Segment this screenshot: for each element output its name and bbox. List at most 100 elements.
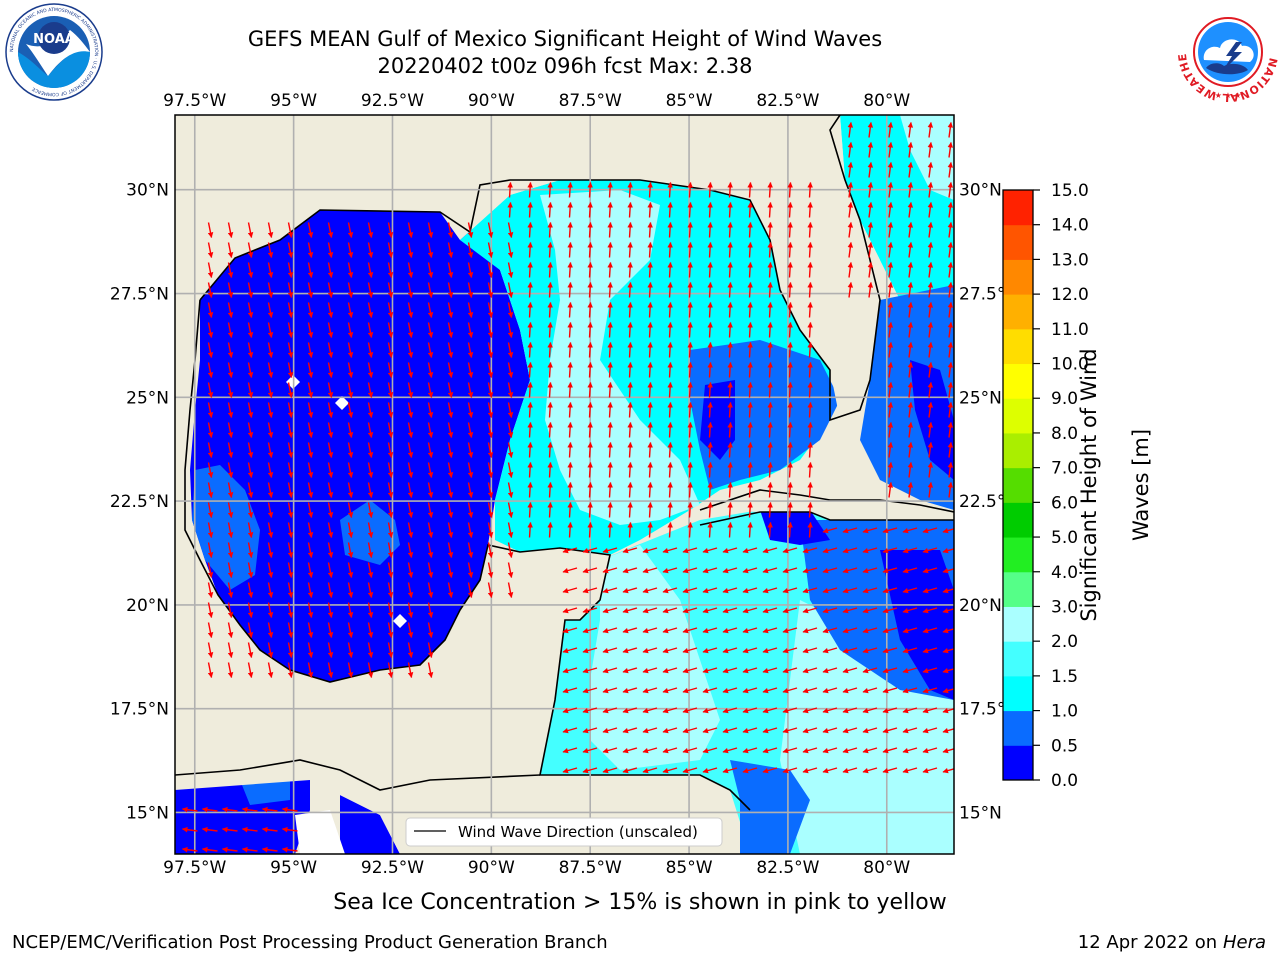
wave-arrow [622, 687, 638, 694]
wave-arrow [467, 282, 474, 299]
wave-arrow [867, 181, 874, 198]
wave-arrow [942, 547, 954, 554]
wave-arrow [387, 262, 394, 279]
wave-arrow [207, 322, 214, 339]
wave-arrow [607, 261, 613, 278]
wave-arrow [527, 461, 533, 478]
wave-arrow [927, 181, 934, 198]
wave-arrow [787, 481, 793, 498]
wave-arrow [822, 687, 838, 694]
wave-arrow [667, 181, 673, 198]
wave-arrow [267, 582, 274, 599]
wave-arrow [662, 587, 678, 594]
wave-arrow [802, 627, 818, 634]
wave-arrow [247, 282, 254, 299]
wave-arrow [622, 667, 638, 674]
wave-arrow [702, 607, 718, 614]
wave-arrow [327, 262, 334, 279]
wave-arrow [287, 442, 294, 459]
wave-arrow [947, 321, 954, 338]
lon-tick-label: 80°W [863, 858, 910, 878]
wave-arrow [867, 161, 874, 178]
wave-arrow [702, 727, 718, 734]
wave-arrow [447, 502, 454, 519]
wave-arrow [507, 502, 514, 519]
wave-arrow [947, 381, 954, 398]
wave-arrow [207, 502, 214, 519]
wave-arrow [722, 607, 738, 614]
wave-arrow [347, 322, 354, 339]
wave-arrow [647, 261, 653, 278]
wave-arrow [387, 462, 394, 479]
wave-arrow [707, 201, 713, 218]
wave-arrow [407, 522, 414, 539]
wave-arrow [587, 221, 593, 238]
wave-arrow [727, 381, 733, 398]
wave-arrow [682, 747, 698, 754]
wave-arrow [647, 441, 653, 458]
wave-arrow [807, 201, 813, 218]
wave-arrow [767, 481, 773, 498]
wave-arrow [842, 667, 858, 674]
wave-arrow [707, 441, 713, 458]
wave-arrow [287, 582, 294, 599]
wave-arrow [467, 522, 474, 539]
wave-arrow [327, 282, 334, 299]
wave-arrow [742, 567, 758, 574]
wave-arrow [507, 582, 514, 599]
wave-arrow [627, 361, 633, 378]
lon-tick-label: 85°W [666, 91, 713, 111]
wave-arrow [287, 502, 294, 519]
lon-tick-label: 87.5°W [559, 858, 622, 878]
wave-arrow [281, 846, 298, 853]
wave-arrow [667, 481, 673, 498]
wave-arrow [682, 727, 698, 734]
wave-arrow [407, 542, 414, 559]
wave-arrow [181, 806, 198, 813]
wave-arrow [642, 707, 658, 714]
wave-arrow [727, 241, 733, 258]
wave-arrow [682, 547, 698, 554]
wave-arrow [882, 547, 898, 554]
wave-arrow [802, 647, 818, 654]
wave-arrow [622, 607, 638, 614]
wave-arrow [807, 481, 813, 498]
wave-arrow [882, 727, 898, 734]
wave-arrow [507, 302, 514, 319]
wave-arrow [327, 582, 334, 599]
wave-arrow [427, 362, 434, 379]
wave-arrow [942, 587, 954, 594]
wave-arrow [747, 441, 753, 458]
wave-arrow [267, 282, 274, 299]
wave-arrow [287, 402, 294, 419]
wave-arrow [682, 607, 698, 614]
wave-arrow [707, 381, 713, 398]
colorbar-segment [1003, 190, 1033, 226]
wave-arrow [882, 767, 898, 774]
wave-arrow [707, 501, 713, 518]
wave-arrow [367, 462, 374, 479]
wave-arrow [767, 321, 773, 338]
wave-arrow [527, 321, 533, 338]
wave-arrow [847, 161, 854, 178]
colorbar-tick-label: 7.0 [1051, 459, 1078, 479]
wave-arrow [507, 201, 513, 218]
wave-arrow [802, 547, 818, 554]
wave-arrow [762, 647, 778, 654]
wave-arrow [807, 261, 813, 278]
wave-arrow [787, 441, 793, 458]
wave-arrow [287, 542, 294, 559]
wave-arrow [447, 482, 454, 499]
wave-arrow [722, 667, 738, 674]
wave-arrow [327, 342, 334, 359]
lon-tick-label: 95°W [270, 91, 317, 111]
wave-arrow [767, 201, 773, 218]
wave-arrow [507, 242, 514, 259]
wave-arrow [241, 826, 258, 833]
wave-arrow [682, 627, 698, 634]
wave-arrow [622, 547, 638, 554]
wave-arrow [582, 567, 598, 574]
wave-arrow [447, 402, 454, 419]
wave-arrow [722, 587, 738, 594]
sea-ice-note: Sea Ice Concentration > 15% is shown in … [333, 890, 947, 915]
